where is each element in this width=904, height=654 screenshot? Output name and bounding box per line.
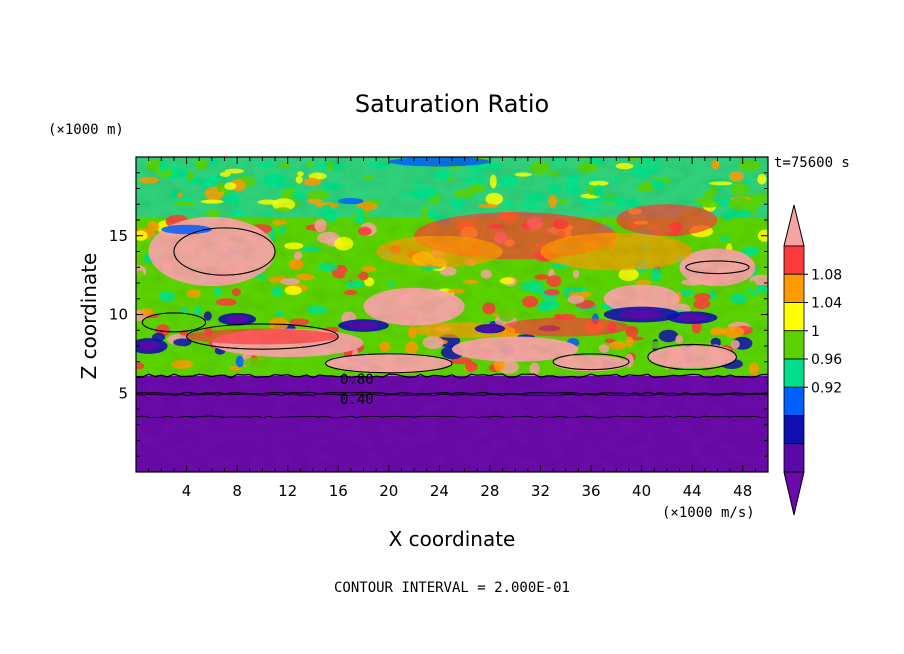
time-label: t=75600 s	[774, 155, 850, 171]
colorbar-segment	[783, 273, 805, 303]
colorbar-over-arrow	[783, 204, 805, 247]
colorbar-segment	[783, 245, 805, 275]
colorbar-label: 1	[811, 324, 820, 340]
x-axis-title: X coordinate	[389, 527, 516, 551]
saturation-field	[136, 157, 768, 472]
x-unit-label: (×1000 m/s)	[662, 505, 755, 521]
contour-label-080: 0.80	[340, 372, 374, 388]
y-axis-title: Z coordinate	[77, 253, 101, 380]
contour-interval-note: CONTOUR INTERVAL = 2.000E-01	[334, 580, 570, 596]
x-tick-label: 48	[733, 482, 752, 500]
x-tick-label: 28	[480, 482, 499, 500]
x-tick-label: 12	[278, 482, 297, 500]
colorbar-segment	[783, 386, 805, 416]
colorbar-segment	[783, 443, 805, 473]
x-tick-label: 32	[531, 482, 550, 500]
colorbar-under-arrow	[783, 471, 805, 516]
colorbar-segment	[783, 415, 805, 445]
y-tick-label: 10	[109, 306, 128, 324]
x-tick-label: 16	[329, 482, 348, 500]
chart-title: Saturation Ratio	[355, 90, 549, 118]
x-tick-label: 24	[430, 482, 449, 500]
y-axis-ticks: 5 10 15	[109, 172, 768, 457]
x-tick-label: 40	[632, 482, 651, 500]
x-tick-label: 4	[182, 482, 192, 500]
colorbar-label: 0.92	[811, 380, 842, 396]
x-tick-label: 8	[232, 482, 242, 500]
y-tick-label: 15	[109, 227, 128, 245]
y-tick-label: 5	[118, 384, 128, 402]
colorbar-label: 1.04	[811, 296, 842, 312]
contour-label-040: 0.40	[340, 392, 374, 408]
colorbar-segment	[783, 302, 805, 332]
colorbar-segment	[783, 358, 805, 388]
colorbar-label: 1.08	[811, 267, 842, 283]
colorbar-segment	[783, 330, 805, 360]
colorbar-label: 0.96	[811, 352, 842, 368]
y-unit-label: (×1000 m)	[48, 122, 124, 138]
x-tick-label: 44	[683, 482, 702, 500]
x-axis-ticks: 4 8 12 16 20 24 28 32 36 40 44 48	[148, 157, 756, 500]
x-tick-label: 20	[379, 482, 398, 500]
colorbar: 1.08 1.04 1 0.96 0.92	[783, 204, 842, 516]
x-tick-label: 36	[581, 482, 600, 500]
